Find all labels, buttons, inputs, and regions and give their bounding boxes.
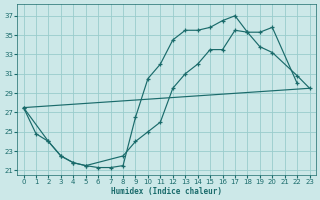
X-axis label: Humidex (Indice chaleur): Humidex (Indice chaleur) (111, 187, 222, 196)
